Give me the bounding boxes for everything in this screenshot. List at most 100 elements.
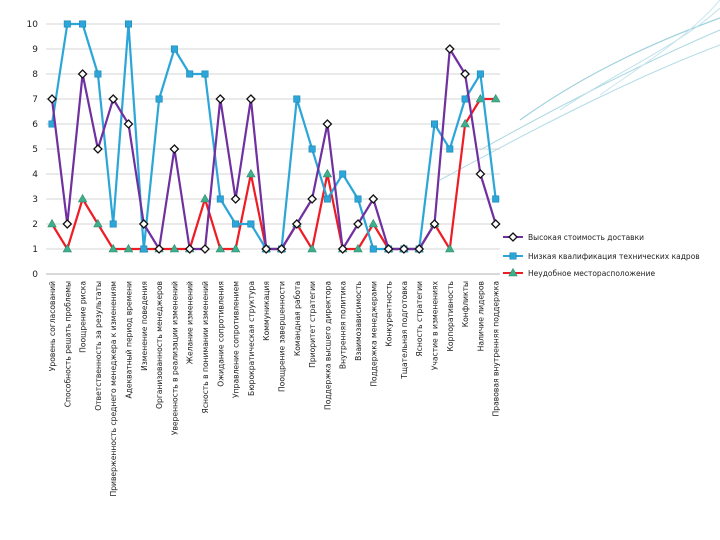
x-category-label: Бюрократическая структура (247, 281, 256, 396)
data-point (322, 168, 333, 178)
data-point (245, 94, 256, 104)
x-category-label: Тщательная подготовка (400, 281, 409, 380)
legend-item: Низкая квалификация технических кадров (503, 252, 700, 261)
y-tick-label: 6 (32, 120, 38, 130)
data-point (77, 69, 88, 79)
data-point (47, 94, 57, 104)
y-axis-ticks: 0 1 2 3 4 5 6 7 8 9 10 (27, 20, 39, 280)
data-point (460, 118, 470, 128)
legend-label: Высокая стоимость доставки (528, 233, 644, 242)
x-category-label: Изменение поведения (140, 281, 149, 371)
x-category-label: Поощрение завершенности (278, 281, 287, 392)
data-point (94, 70, 102, 78)
y-tick-label: 0 (32, 270, 38, 280)
x-category-label: Взаимозависимость (354, 280, 363, 360)
data-point (337, 244, 348, 254)
x-category-label: Поддержка высшего директора (323, 281, 332, 410)
x-category-label: Участие в изменениях (431, 280, 440, 370)
y-tick-label: 2 (32, 220, 38, 230)
data-point (475, 169, 486, 179)
data-point (398, 244, 409, 254)
legend-label: Неудобное месторасположение (528, 269, 655, 278)
data-point (170, 45, 178, 53)
data-point (490, 219, 501, 229)
data-point (216, 195, 224, 203)
data-point (108, 94, 119, 104)
y-tick-label: 1 (32, 245, 38, 255)
data-point (79, 20, 87, 28)
data-point (291, 219, 302, 229)
series-line (50, 22, 497, 251)
data-point (460, 69, 471, 79)
x-axis-category-labels: Уровень согласований Способность решать п… (48, 280, 501, 496)
y-tick-label: 3 (32, 195, 38, 205)
x-category-label: Способность решать проблемы (63, 281, 72, 407)
data-point (108, 243, 118, 253)
data-point (508, 232, 518, 242)
series-1 (47, 44, 501, 254)
x-category-label: Наличие лидеров (476, 280, 485, 351)
legend-item: Высокая стоимость доставки (503, 232, 644, 242)
x-category-label: Поощрение риска (79, 281, 88, 353)
data-point (307, 243, 317, 253)
data-point (261, 244, 272, 254)
y-tick-label: 9 (32, 45, 38, 55)
x-category-label: Командная работа (293, 281, 302, 356)
data-point (368, 194, 379, 204)
data-point (93, 218, 103, 228)
data-point (383, 244, 394, 254)
x-category-label: Приоритет стратегии (308, 281, 317, 368)
y-tick-label: 7 (32, 95, 38, 105)
y-tick-label: 10 (27, 20, 39, 30)
x-category-label: Уверенность в реализации изменений (170, 281, 179, 435)
data-point (62, 219, 73, 229)
x-category-label: Правовая внутренняя поддержка (492, 281, 501, 416)
data-point (307, 194, 318, 204)
data-point (125, 20, 133, 28)
x-category-label: Приверженность среднего менеджера к изме… (109, 281, 118, 497)
data-point (140, 245, 148, 253)
data-point (123, 243, 134, 253)
y-tick-label: 8 (32, 70, 38, 80)
x-category-label: Ожидание сопротивления (216, 281, 225, 387)
x-category-label: Уровень согласований (48, 281, 57, 371)
data-point (154, 244, 165, 254)
data-point (92, 144, 103, 154)
data-point (184, 244, 195, 254)
data-point (508, 267, 518, 277)
data-point (476, 70, 484, 78)
data-point (490, 93, 501, 103)
data-point (293, 95, 301, 103)
data-point (230, 243, 241, 253)
series-line (50, 47, 497, 251)
x-category-label: Организованность менеджеров (155, 280, 164, 408)
data-point (353, 243, 363, 253)
data-point (232, 220, 240, 228)
data-point (276, 244, 287, 254)
data-point (430, 120, 438, 128)
x-category-label: Конфликты (461, 281, 470, 327)
data-point (63, 20, 71, 28)
data-point (368, 218, 379, 228)
y-tick-label: 5 (32, 145, 38, 155)
data-point (322, 119, 333, 129)
data-point (353, 219, 363, 229)
data-point (186, 70, 194, 78)
data-point (200, 244, 210, 254)
data-point (461, 95, 469, 103)
data-point (354, 195, 362, 203)
data-point (155, 95, 163, 103)
x-category-label: Корпоративность (446, 280, 455, 351)
legend-label: Низкая квалификация технических кадров (528, 252, 700, 261)
data-point (138, 219, 149, 229)
data-point (444, 44, 455, 54)
data-point (429, 219, 440, 229)
x-category-label: Желание изменений (186, 281, 195, 364)
data-point (492, 195, 500, 203)
x-category-label: Поддержка менеджерами (369, 281, 378, 387)
x-category-label: Внутренняя политика (339, 281, 348, 369)
x-category-label: Адекватный период времени (125, 281, 134, 399)
data-point (308, 145, 316, 153)
x-category-label: Управление сопротивлением (232, 281, 241, 398)
